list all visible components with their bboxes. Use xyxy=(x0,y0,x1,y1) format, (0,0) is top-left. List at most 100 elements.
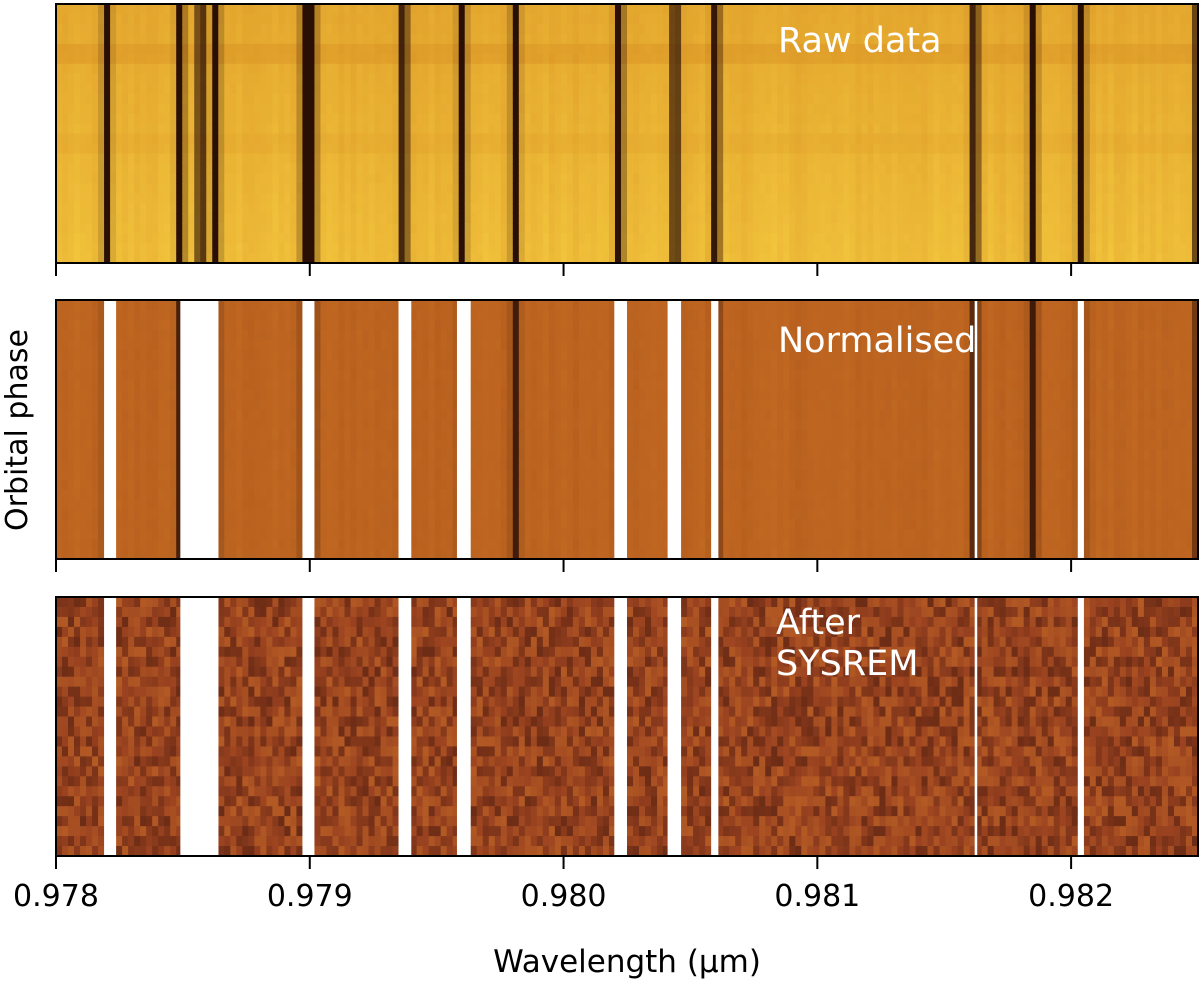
heatmap-cell xyxy=(140,203,147,214)
heatmap-cell xyxy=(278,243,285,254)
heatmap-cell xyxy=(206,253,213,263)
heatmap-cell xyxy=(645,203,652,214)
heatmap-cell xyxy=(164,63,171,75)
heatmap-cell xyxy=(729,193,736,204)
heatmap-cell xyxy=(80,133,87,145)
heatmap-cell xyxy=(651,183,658,194)
heatmap-cell xyxy=(927,53,935,65)
heatmap-cell xyxy=(146,53,153,65)
heatmap-cell xyxy=(855,73,863,85)
heatmap-cell xyxy=(663,133,670,145)
heatmap-cell xyxy=(1149,23,1157,35)
heatmap-cell xyxy=(308,33,316,45)
heatmap-cell xyxy=(386,63,394,75)
heatmap-cell xyxy=(1041,23,1049,35)
heatmap-cell xyxy=(242,223,249,234)
heatmap-cell xyxy=(699,213,706,224)
heatmap-cell xyxy=(723,153,730,164)
heatmap-cell xyxy=(1095,23,1103,35)
heatmap-cell xyxy=(795,173,802,184)
heatmap-cell xyxy=(254,133,261,145)
heatmap-cell xyxy=(687,113,694,125)
heatmap-cell xyxy=(374,123,382,135)
heatmap-cell xyxy=(170,223,177,234)
heatmap-cell xyxy=(1143,143,1151,155)
heatmap-cell xyxy=(723,133,730,145)
heatmap-cell xyxy=(182,203,189,214)
heatmap-cell xyxy=(1017,173,1025,184)
heatmap-cell xyxy=(368,13,376,25)
heatmap-cell xyxy=(590,113,598,125)
heatmap-cell xyxy=(987,223,995,234)
heatmap-cell xyxy=(1035,153,1043,164)
heatmap-cell xyxy=(572,153,580,164)
heatmap-cell xyxy=(590,93,598,105)
heatmap-cell xyxy=(152,33,159,45)
heatmap-cell xyxy=(1137,53,1145,65)
heatmap-cell xyxy=(675,63,682,75)
heatmap-cell xyxy=(182,4,189,15)
heatmap-cell xyxy=(855,123,863,135)
heatmap-cell xyxy=(927,253,935,263)
heatmap-cell xyxy=(194,123,201,135)
heatmap-cell xyxy=(212,113,219,125)
heatmap-cell xyxy=(1077,253,1085,263)
heatmap-cell xyxy=(681,233,688,244)
heatmap-cell xyxy=(981,143,989,155)
heatmap-cell xyxy=(368,113,376,125)
heatmap-cell xyxy=(801,213,808,224)
heatmap-cell xyxy=(711,233,718,244)
heatmap-cell xyxy=(957,33,965,45)
heatmap-cell xyxy=(164,33,171,45)
heatmap-cell xyxy=(1035,43,1043,55)
heatmap-cell xyxy=(134,183,141,194)
heatmap-cell xyxy=(278,253,285,263)
heatmap-cell xyxy=(266,53,273,65)
heatmap-cell xyxy=(422,4,430,15)
heatmap-cell xyxy=(651,203,658,214)
heatmap-cell xyxy=(897,173,905,184)
heatmap-cell xyxy=(1125,153,1133,164)
heatmap-cell xyxy=(530,143,538,155)
heatmap-cell xyxy=(777,243,784,254)
heatmap-cell xyxy=(446,63,454,75)
heatmap-cell xyxy=(332,113,340,125)
heatmap-cell xyxy=(74,113,81,125)
heatmap-cell xyxy=(410,73,418,85)
heatmap-cell xyxy=(795,13,802,25)
heatmap-cell xyxy=(188,173,195,184)
heatmap-cell xyxy=(663,213,670,224)
heatmap-cell xyxy=(602,243,610,254)
heatmap-cell xyxy=(488,213,496,224)
x-ticks xyxy=(55,263,1073,276)
heatmap-cell xyxy=(86,4,93,15)
heatmap-cell xyxy=(915,253,923,263)
heatmap-cell xyxy=(789,243,796,254)
heatmap-cell xyxy=(1035,53,1043,65)
heatmap-cell xyxy=(446,143,454,155)
heatmap-cell xyxy=(681,123,688,135)
heatmap-cell xyxy=(206,183,213,194)
heatmap-cell xyxy=(867,173,875,184)
heatmap-cell xyxy=(819,203,826,214)
heatmap-cell xyxy=(657,223,664,234)
heatmap-cell xyxy=(813,243,820,254)
heatmap-cell xyxy=(62,379,69,391)
heatmap-cell xyxy=(518,203,526,214)
heatmap-cell xyxy=(68,203,75,214)
heatmap-cell xyxy=(122,123,129,135)
heatmap-cell xyxy=(993,123,1001,135)
heatmap-cell xyxy=(140,163,147,174)
heatmap-cell xyxy=(963,133,971,145)
heatmap-cell xyxy=(86,13,93,25)
heatmap-cell xyxy=(969,113,977,125)
heatmap-cell xyxy=(885,223,893,234)
heatmap-cell xyxy=(404,93,412,105)
heatmap-cell xyxy=(939,83,947,95)
heatmap-cell xyxy=(807,33,814,45)
heatmap-cell xyxy=(80,173,87,184)
heatmap-cell xyxy=(488,133,496,145)
heatmap-cell xyxy=(140,123,147,135)
heatmap-cell xyxy=(633,233,640,244)
heatmap-cell xyxy=(458,203,466,214)
